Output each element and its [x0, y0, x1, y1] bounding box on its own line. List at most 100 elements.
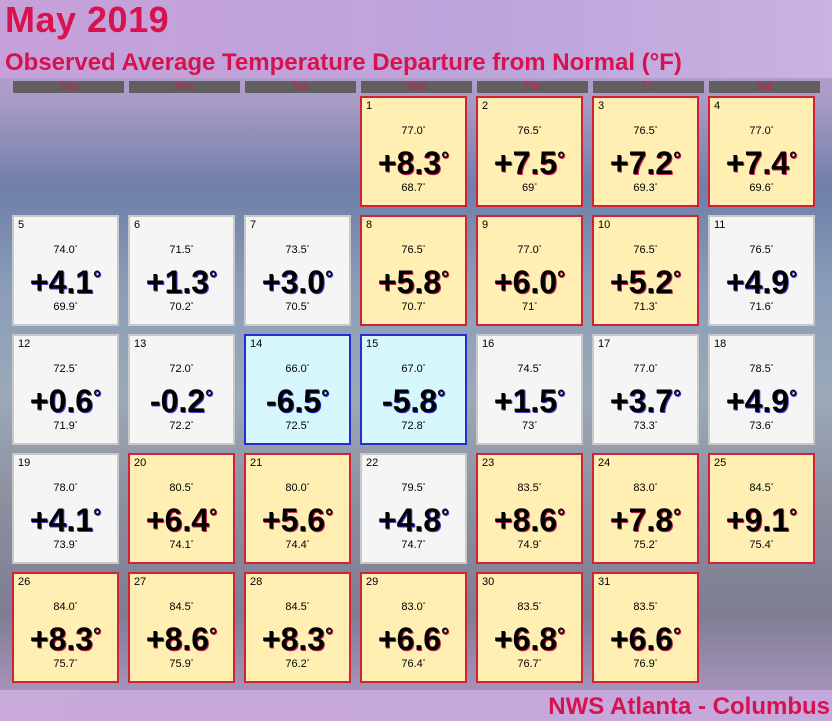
temperature-departure: -6.5°: [265, 383, 330, 419]
day-cell-9: 9 77.0° +6.0° 71°: [476, 215, 583, 326]
normal-temperature: 76.9°: [633, 658, 658, 670]
temperature-departure: -0.2°: [149, 383, 214, 419]
temperature-departure: +8.3°: [261, 621, 334, 657]
weekday-label-mon: Mon: [129, 81, 240, 93]
day-number: 6: [134, 219, 141, 231]
temperature-departure: +7.8°: [609, 502, 682, 538]
day-cell-23: 23 83.5° +8.6° 74.9°: [476, 453, 583, 564]
day-cell-7: 7 73.5° +3.0° 70.5°: [244, 215, 351, 326]
observed-average: 77.0°: [749, 125, 774, 137]
day-cell-12: 12 72.5° +0.6° 71.9°: [12, 334, 119, 445]
weekday-label-wed: Wed: [361, 81, 472, 93]
observed-average: 72.0°: [169, 363, 194, 375]
normal-temperature: 68.7°: [401, 182, 426, 194]
day-cell-14: 14 66.0° -6.5° 72.5°: [244, 334, 351, 445]
temperature-departure: +3.0°: [261, 264, 334, 300]
temperature-departure: +1.5°: [493, 383, 566, 419]
normal-temperature: 75.4°: [749, 539, 774, 551]
observed-average: 83.0°: [633, 482, 658, 494]
observed-average: 66.0°: [285, 363, 310, 375]
day-number: 17: [598, 338, 611, 350]
normal-temperature: 69.9°: [53, 301, 78, 313]
day-number: 2: [482, 100, 489, 112]
observed-average: 74.5°: [517, 363, 542, 375]
observed-average: 77.0°: [633, 363, 658, 375]
temperature-departure: +6.6°: [609, 621, 682, 657]
temperature-departure: +4.1°: [29, 502, 102, 538]
day-number: 21: [250, 457, 263, 469]
footer-credit: NWS Atlanta - Columbus: [548, 693, 830, 720]
day-cell-2: 2 76.5° +7.5° 69°: [476, 96, 583, 207]
day-number: 22: [366, 457, 379, 469]
day-number: 19: [18, 457, 31, 469]
normal-temperature: 74.9°: [517, 539, 542, 551]
normal-temperature: 76.7°: [517, 658, 542, 670]
footer: NWS Atlanta - Columbus: [0, 690, 832, 721]
observed-average: 77.0°: [517, 244, 542, 256]
day-number: 25: [714, 457, 727, 469]
day-cell-8: 8 76.5° +5.8° 70.7°: [360, 215, 467, 326]
day-number: 7: [250, 219, 257, 231]
temperature-departure: +4.1°: [29, 264, 102, 300]
temperature-departure: +8.6°: [145, 621, 218, 657]
normal-temperature: 74.1°: [169, 539, 194, 551]
normal-temperature: 73°: [521, 420, 538, 432]
temperature-departure: +5.2°: [609, 264, 682, 300]
observed-average: 83.0°: [401, 601, 426, 613]
day-number: 29: [366, 576, 379, 588]
day-cell-19: 19 78.0° +4.1° 73.9°: [12, 453, 119, 564]
temperature-departure: +6.4°: [145, 502, 218, 538]
observed-average: 76.5°: [517, 125, 542, 137]
observed-average: 67.0°: [401, 363, 426, 375]
weekday-label-thu: Thu: [477, 81, 588, 93]
observed-average: 84.0°: [53, 601, 78, 613]
day-number: 18: [714, 338, 727, 350]
normal-temperature: 74.4°: [285, 539, 310, 551]
observed-average: 76.5°: [633, 125, 658, 137]
normal-temperature: 71.6°: [749, 301, 774, 313]
weekday-label-sun: Sun: [13, 81, 124, 93]
normal-temperature: 69°: [521, 182, 538, 194]
observed-average: 80.5°: [169, 482, 194, 494]
temperature-departure: +8.6°: [493, 502, 566, 538]
observed-average: 83.5°: [517, 601, 542, 613]
normal-temperature: 72.2°: [169, 420, 194, 432]
day-cell-27: 27 84.5° +8.6° 75.9°: [128, 572, 235, 683]
normal-temperature: 69.3°: [633, 182, 658, 194]
temperature-departure: +4.9°: [725, 264, 798, 300]
normal-temperature: 71.9°: [53, 420, 78, 432]
day-cell-25: 25 84.5° +9.1° 75.4°: [708, 453, 815, 564]
day-number: 4: [714, 100, 721, 112]
day-cell-21: 21 80.0° +5.6° 74.4°: [244, 453, 351, 564]
day-number: 16: [482, 338, 495, 350]
observed-average: 73.5°: [285, 244, 310, 256]
observed-average: 78.0°: [53, 482, 78, 494]
page-subtitle: Observed Average Temperature Departure f…: [5, 49, 682, 76]
day-cell-22: 22 79.5° +4.8° 74.7°: [360, 453, 467, 564]
temperature-departure: +4.8°: [377, 502, 450, 538]
day-cell-17: 17 77.0° +3.7° 73.3°: [592, 334, 699, 445]
day-cell-5: 5 74.0° +4.1° 69.9°: [12, 215, 119, 326]
normal-temperature: 73.6°: [749, 420, 774, 432]
temperature-departure: +6.0°: [493, 264, 566, 300]
day-number: 13: [134, 338, 147, 350]
day-cell-11: 11 76.5° +4.9° 71.6°: [708, 215, 815, 326]
weekday-label-sat: Sat: [709, 81, 820, 93]
observed-average: 83.5°: [517, 482, 542, 494]
temperature-departure: +8.3°: [377, 145, 450, 181]
observed-average: 84.5°: [749, 482, 774, 494]
temperature-departure: +7.4°: [725, 145, 798, 181]
day-cell-24: 24 83.0° +7.8° 75.2°: [592, 453, 699, 564]
normal-temperature: 73.3°: [633, 420, 658, 432]
day-number: 1: [366, 100, 373, 112]
day-cell-15: 15 67.0° -5.8° 72.8°: [360, 334, 467, 445]
temperature-departure: +6.8°: [493, 621, 566, 657]
normal-temperature: 76.4°: [401, 658, 426, 670]
temperature-departure: -5.8°: [381, 383, 446, 419]
day-cell-1: 1 77.0° +8.3° 68.7°: [360, 96, 467, 207]
normal-temperature: 72.8°: [401, 420, 426, 432]
day-number: 28: [250, 576, 263, 588]
day-cell-28: 28 84.5° +8.3° 76.2°: [244, 572, 351, 683]
day-number: 5: [18, 219, 25, 231]
normal-temperature: 70.5°: [285, 301, 310, 313]
